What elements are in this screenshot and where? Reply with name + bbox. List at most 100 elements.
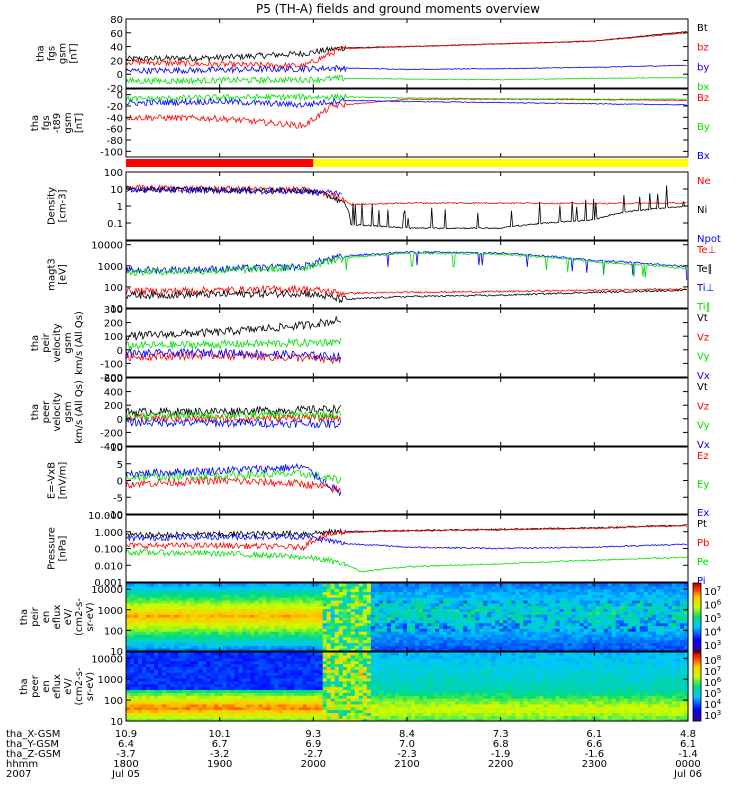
heatmap-cell [431, 583, 436, 586]
heatmap-cell [447, 597, 452, 600]
heatmap-cell [391, 631, 396, 634]
heatmap-cell [246, 614, 251, 617]
legend-entry: Ey [697, 480, 709, 491]
heatmap-cell [507, 597, 512, 600]
colorbar-tick-label: 106 [704, 599, 722, 612]
heatmap-cell [275, 583, 280, 586]
heatmap-cell [259, 606, 264, 609]
heatmap-cell [311, 589, 316, 592]
heatmap-cell [491, 631, 496, 634]
heatmap-cell [608, 640, 613, 643]
heatmap-cell [263, 614, 268, 617]
heatmap-cell [616, 597, 621, 600]
heatmap-cell [363, 597, 368, 600]
heatmap-cell [190, 614, 195, 617]
heatmap-cell [515, 623, 520, 626]
heatmap-cell [230, 614, 235, 617]
heatmap-cell [604, 623, 609, 626]
legend-entry: Bt [697, 23, 708, 34]
heatmap-cell [415, 640, 420, 643]
heatmap-cell [206, 597, 211, 600]
heatmap-cell [580, 589, 585, 592]
y-tick-label: -100 [100, 147, 123, 158]
heatmap-cell [275, 631, 280, 634]
heatmap-cell [419, 606, 424, 609]
heatmap-cell [467, 606, 472, 609]
heatmap-cell [323, 614, 328, 617]
y-axis-label: eflux [52, 605, 63, 630]
heatmap-cell [279, 606, 284, 609]
heatmap-cell [387, 614, 392, 617]
heatmap-cell [242, 631, 247, 634]
heatmap-cell [443, 623, 448, 626]
heatmap-cell [479, 597, 484, 600]
heatmap-cell [515, 589, 520, 592]
heatmap-cell [584, 614, 589, 617]
heatmap-cell [367, 640, 372, 643]
heatmap-cell [644, 614, 649, 617]
heatmap-cell [178, 631, 183, 634]
heatmap-cell [331, 631, 336, 634]
heatmap-cell [331, 583, 336, 586]
heatmap-cell [214, 583, 219, 586]
heatmap-cell [399, 597, 404, 600]
heatmap-cell [668, 623, 673, 626]
legend-entry: Vt [697, 382, 708, 393]
heatmap-cell [319, 623, 324, 626]
heatmap-cell [367, 606, 372, 609]
heatmap-cell [616, 589, 621, 592]
heatmap-cell [134, 583, 139, 586]
legend-entry: Vx [697, 440, 710, 451]
heatmap-cell [331, 614, 336, 617]
heatmap-cell [491, 589, 496, 592]
heatmap-cell [291, 583, 296, 586]
heatmap-cell [146, 614, 151, 617]
heatmap-cell [507, 631, 512, 634]
heatmap-cell [503, 606, 508, 609]
heatmap-cell [459, 597, 464, 600]
heatmap-cell [435, 589, 440, 592]
heatmap-cell [259, 583, 264, 586]
heatmap-cell [588, 583, 593, 586]
heatmap-cell [206, 606, 211, 609]
y-tick-label: 200 [104, 401, 123, 412]
heatmap-cell [222, 583, 227, 586]
heatmap-cell [439, 614, 444, 617]
heatmap-cell [604, 583, 609, 586]
heatmap-cell [612, 606, 617, 609]
heatmap-cell [628, 583, 633, 586]
heatmap-cell [271, 640, 276, 643]
heatmap-cell [443, 597, 448, 600]
heatmap-cell [632, 640, 637, 643]
heatmap-cell [287, 597, 292, 600]
heatmap-cell [327, 583, 332, 586]
heatmap-cell [250, 623, 255, 626]
heatmap-cell [487, 597, 492, 600]
heatmap-cell [311, 597, 316, 600]
heatmap-cell [411, 583, 416, 586]
heatmap-cell [499, 631, 504, 634]
y-tick-label: 60 [110, 29, 123, 40]
heatmap-cell [383, 597, 388, 600]
heatmap-cell [600, 623, 605, 626]
heatmap-cell [648, 623, 653, 626]
heatmap-cell [299, 652, 304, 656]
heatmap-cell [463, 606, 468, 609]
heatmap-cell [259, 597, 264, 600]
heatmap-cell [487, 589, 492, 592]
heatmap-cell [190, 583, 195, 586]
heatmap-cell [495, 614, 500, 617]
heatmap-cell [431, 623, 436, 626]
heatmap-cell [624, 631, 629, 634]
legend-entry: by [697, 62, 709, 73]
heatmap-cell [640, 631, 645, 634]
heatmap-cell [383, 583, 388, 586]
heatmap-cell [664, 583, 669, 586]
heatmap-cell [335, 631, 340, 634]
heatmap-cell [652, 623, 657, 626]
heatmap-cell [640, 623, 645, 626]
heatmap-cell [483, 606, 488, 609]
heatmap-cell [540, 583, 545, 586]
